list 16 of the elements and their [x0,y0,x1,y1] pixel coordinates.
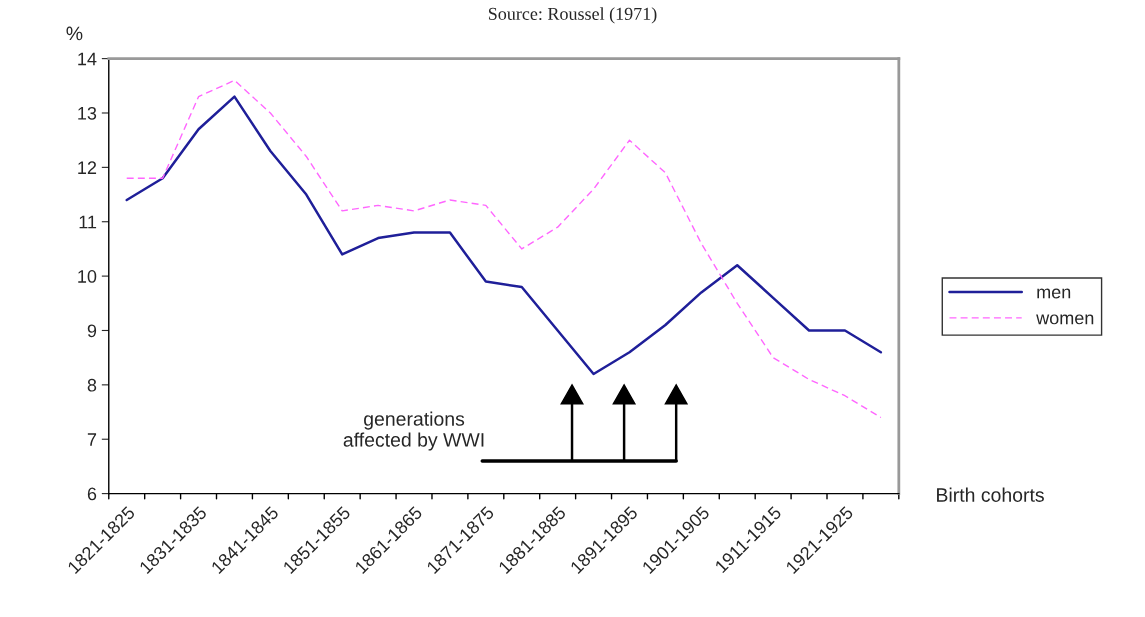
y-tick-label: 12 [78,161,97,174]
source-note: Source: Roussel (1971) [488,7,657,24]
line-series [125,95,883,376]
y-tick-label: 13 [78,106,97,120]
y-tick-label: 11 [79,215,97,229]
y-tick-label: 9 [87,324,97,338]
y-axis-title: % [66,26,83,41]
annotation: generations affected by WWI [343,411,484,451]
y-tick-label: 10 [78,270,97,283]
legend-label: men [1037,288,1071,299]
y-tick-label: 14 [78,52,97,66]
y-tick-label: 8 [87,378,97,392]
y-tick-label: 6 [87,487,97,501]
legend-label: women [1036,314,1094,325]
y-tick-label: 7 [87,433,97,446]
x-axis-title: Birth cohorts [937,487,1044,502]
